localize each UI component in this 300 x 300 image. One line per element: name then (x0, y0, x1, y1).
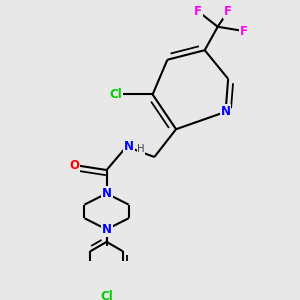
Text: N: N (102, 223, 112, 236)
Text: N: N (124, 140, 134, 153)
Text: N: N (220, 105, 231, 119)
Text: Cl: Cl (100, 290, 113, 300)
Text: H: H (137, 144, 145, 154)
Text: F: F (194, 4, 202, 18)
Text: O: O (69, 159, 79, 172)
Text: Cl: Cl (109, 88, 122, 101)
Text: N: N (102, 187, 112, 200)
Text: F: F (240, 25, 248, 38)
Text: F: F (224, 4, 232, 18)
